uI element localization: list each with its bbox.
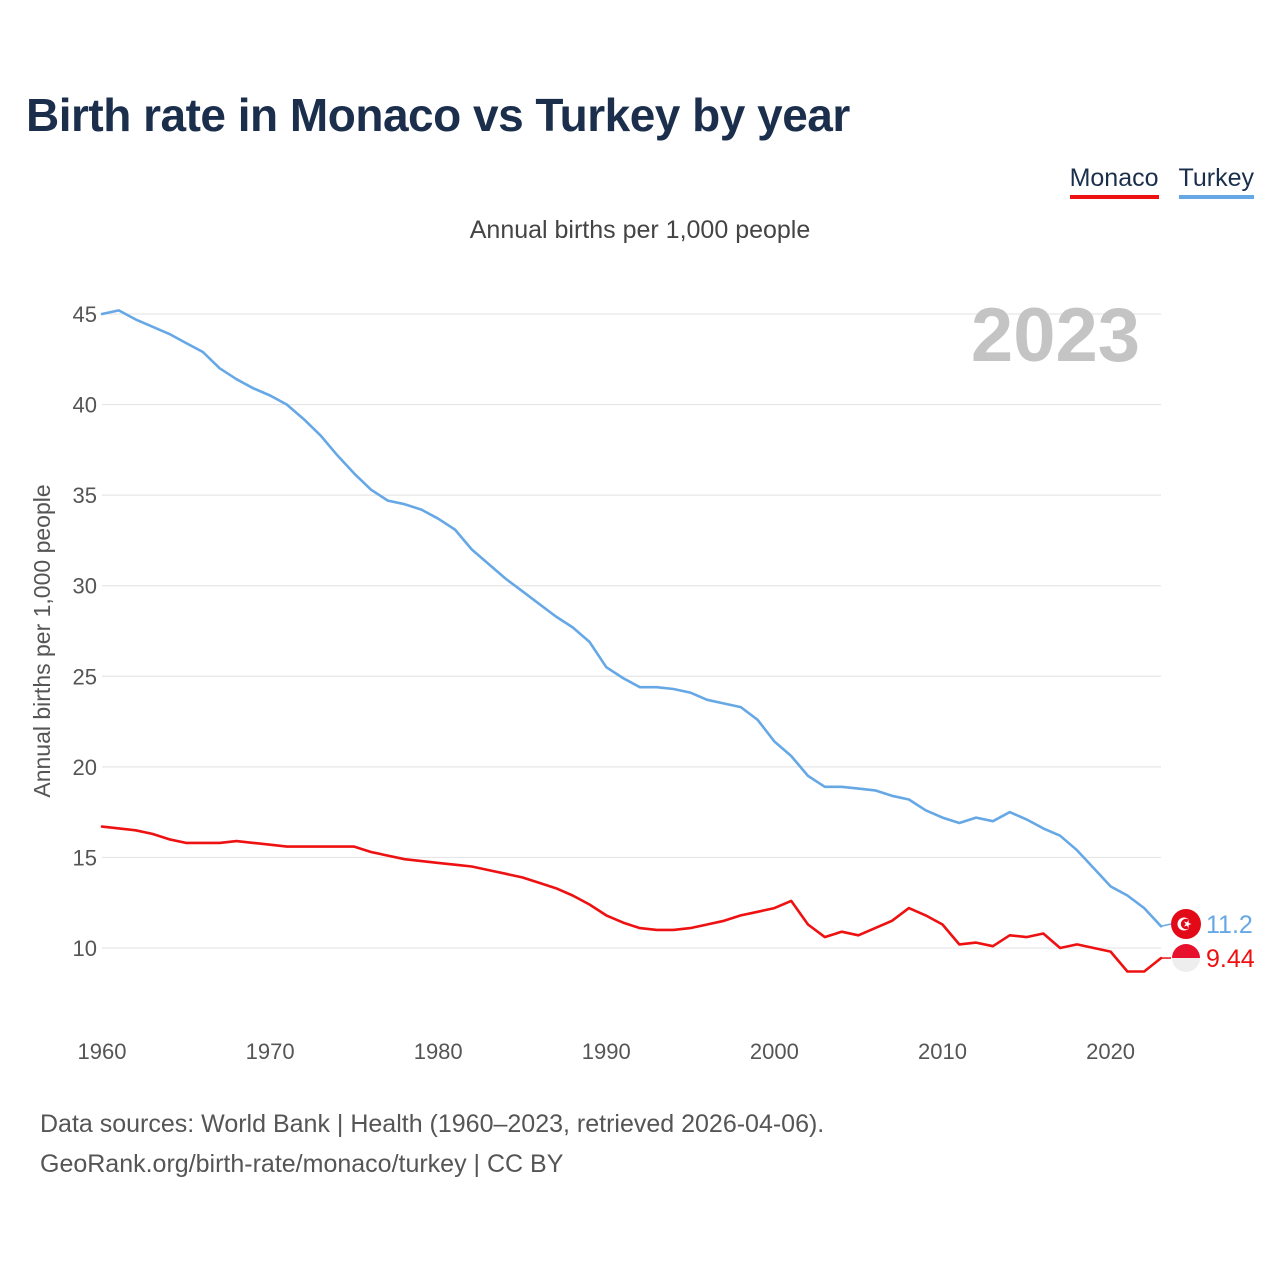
footer-attribution[interactable]: GeoRank.org/birth-rate/monaco/turkey | C… [40,1150,564,1178]
end-value-label-turkey: 11.2 [1206,911,1253,939]
series-line-turkey[interactable] [100,309,1163,928]
x-tick-label: 1960 [78,1039,127,1064]
end-connector-turkey [1160,923,1172,927]
grid-lines [102,313,1161,949]
chart-title: Birth rate in Monaco vs Turkey by year [26,89,850,141]
series-line-monaco[interactable] [100,825,1163,973]
y-tick-label: 10 [73,936,97,961]
x-tick-label: 2000 [750,1039,799,1064]
y-tick-label: 30 [73,574,97,599]
footer: Data sources: World Bank | Health (1960–… [40,1104,824,1184]
x-axis-ticks: 1960 1970 1980 1990 2000 2010 2020 [78,1039,1136,1064]
line-chart: 10 15 20 25 30 35 40 45 1960 1970 1980 1990 2000 201… [29,293,1255,1064]
x-tick-label: 1980 [414,1039,463,1064]
y-tick-label: 15 [73,845,97,870]
end-value-label-monaco: 9.44 [1206,945,1255,973]
legend-item-monaco[interactable]: Monaco [1069,164,1159,199]
chart-subtitle: Annual births per 1,000 people [469,216,811,244]
turkey-flag-icon [1171,909,1201,939]
monaco-flag-icon [1172,944,1200,972]
y-tick-label: 35 [73,483,97,508]
legend-item-turkey[interactable]: Turkey [1178,164,1254,199]
y-axis-label: Annual births per 1,000 people [29,484,55,797]
y-tick-label: 45 [73,302,97,327]
footer-sources: Data sources: World Bank | Health (1960–… [40,1110,825,1138]
y-tick-label: 20 [73,755,97,780]
x-tick-label: 1990 [582,1039,631,1064]
current-year-watermark: 2023 [971,293,1140,378]
y-axis-ticks: 10 15 20 25 30 35 40 45 [73,302,97,961]
legend: Monaco Turkey [1069,164,1254,199]
x-tick-label: 1970 [246,1039,295,1064]
series-layer [100,309,1163,973]
end-labels: 9.44 11.2 [1160,911,1255,973]
x-tick-label: 2010 [918,1039,967,1064]
x-tick-label: 2020 [1086,1039,1135,1064]
y-tick-label: 25 [73,664,97,689]
y-tick-label: 40 [73,393,97,418]
